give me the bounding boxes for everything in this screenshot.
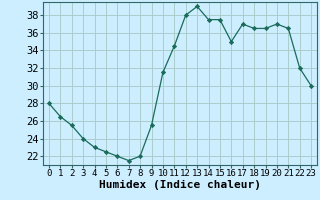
X-axis label: Humidex (Indice chaleur): Humidex (Indice chaleur) [99, 180, 261, 190]
